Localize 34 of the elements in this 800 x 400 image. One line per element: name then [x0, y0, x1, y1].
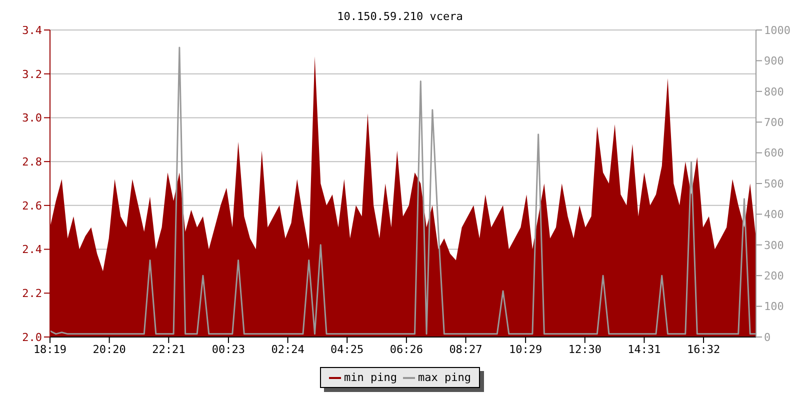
- x-tick-label: 16:32: [686, 342, 720, 356]
- x-tick-label: 04:25: [330, 342, 364, 356]
- y2-tick-label: 300: [764, 238, 784, 252]
- y2-tick-label: 200: [764, 270, 784, 283]
- y-tick-label: 2.2: [22, 287, 42, 300]
- x-tick-label: 20:20: [92, 342, 126, 356]
- y-tick-label: 2.8: [22, 155, 42, 168]
- x-tick-label: 06:26: [390, 342, 423, 356]
- y2-tick-label: 100: [764, 300, 784, 314]
- x-tick-label: 22:21: [152, 342, 186, 356]
- chart-title: 10.150.59.210 vcera: [337, 10, 463, 23]
- y2-tick-label: 500: [764, 177, 784, 190]
- legend-label: min ping: [343, 371, 397, 384]
- y2-tick-label: 900: [764, 54, 784, 68]
- y2-tick-label: 0: [764, 330, 771, 344]
- legend-label: max ping: [417, 371, 471, 384]
- x-tick-label: 00:23: [212, 342, 246, 356]
- x-tick-label: 12:30: [568, 342, 602, 356]
- x-tick-label: 10:29: [509, 342, 542, 356]
- y2-tick-label: 700: [764, 116, 784, 130]
- x-tick-label: 08:27: [449, 342, 482, 356]
- y2-tick-label: 1000: [764, 24, 790, 37]
- y-tick-label: 2.0: [22, 330, 42, 344]
- y-tick-label: 3.4: [22, 24, 42, 37]
- y2-tick-label: 400: [764, 208, 784, 222]
- y2-tick-label: 600: [764, 146, 784, 160]
- x-tick-label: 02:24: [271, 342, 305, 356]
- y-tick-label: 2.4: [22, 243, 42, 256]
- x-tick-label: 14:31: [628, 342, 661, 356]
- y-tick-label: 3.2: [22, 68, 42, 81]
- y2-tick-label: 800: [764, 85, 784, 98]
- x-tick-label: 18:19: [33, 342, 67, 356]
- y-tick-label: 2.6: [22, 199, 42, 212]
- y-tick-label: 3.0: [22, 112, 42, 125]
